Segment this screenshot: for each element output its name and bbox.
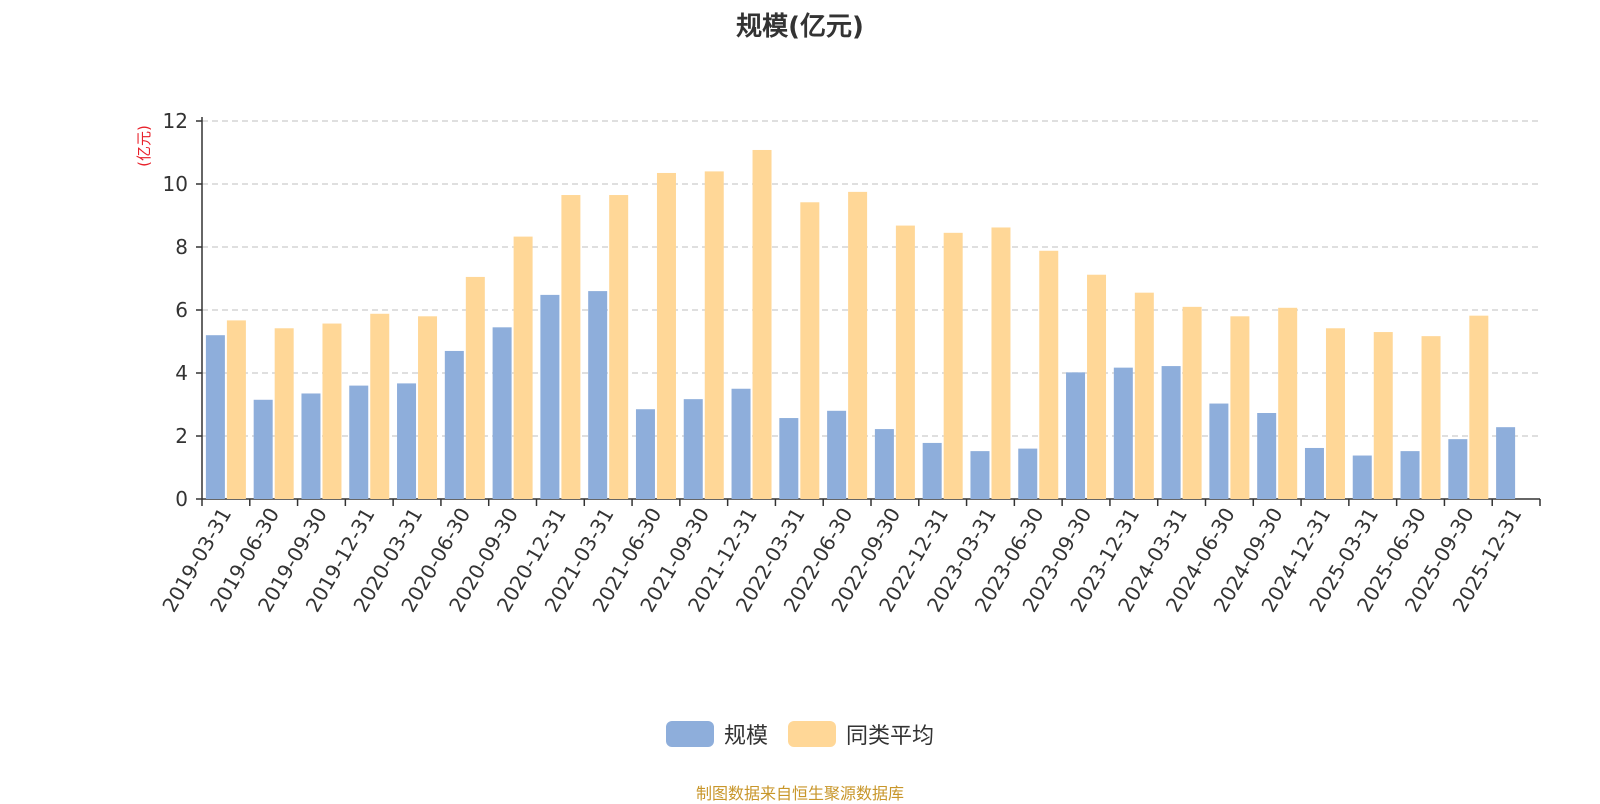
legend-item-scale[interactable]: 规模 xyxy=(665,718,768,750)
data-source-note: 制图数据来自恒生聚源数据库 xyxy=(695,784,904,803)
bar-peer-average-2020-03-31 xyxy=(418,316,438,499)
bar-peer-average-2023-12-31 xyxy=(1134,292,1154,499)
bar-scale-2021-12-31 xyxy=(731,388,751,499)
bar-peer-average-2019-09-30 xyxy=(322,323,342,499)
bar-peer-average-2022-09-30 xyxy=(895,225,915,499)
bar-scale-2023-03-31 xyxy=(970,451,990,499)
bar-peer-average-2019-06-30 xyxy=(274,328,294,499)
bar-scale-2019-06-30 xyxy=(253,399,273,499)
bar-peer-average-2020-09-30 xyxy=(513,236,533,500)
legend-swatch-peer-average xyxy=(788,721,836,747)
bar-scale-2020-12-31 xyxy=(540,294,560,499)
bar-peer-average-2022-12-31 xyxy=(943,232,963,499)
bar-peer-average-2023-09-30 xyxy=(1087,274,1107,499)
y-tick-label: 4 xyxy=(175,361,188,385)
bar-scale-2020-03-31 xyxy=(397,383,417,499)
bar-scale-2021-03-31 xyxy=(588,291,608,499)
legend-swatch-scale xyxy=(665,721,714,747)
bar-scale-2021-06-30 xyxy=(635,409,655,499)
bar-scale-2024-09-30 xyxy=(1257,413,1277,499)
bar-scale-2022-12-31 xyxy=(922,442,942,499)
bar-scale-2022-06-30 xyxy=(827,410,847,499)
bar-scale-2020-09-30 xyxy=(492,327,512,499)
bar-peer-average-2023-06-30 xyxy=(1039,250,1059,499)
bar-scale-2025-12-31 xyxy=(1496,427,1516,499)
bar-scale-2025-06-30 xyxy=(1400,451,1420,499)
bar-peer-average-2023-03-31 xyxy=(991,227,1011,499)
legend-label-scale: 规模 xyxy=(723,724,768,749)
bar-peer-average-2022-03-31 xyxy=(800,202,820,499)
bar-scale-2024-06-30 xyxy=(1209,403,1229,499)
bar-scale-2024-03-31 xyxy=(1161,366,1181,499)
bar-peer-average-2024-06-30 xyxy=(1230,316,1250,499)
bar-scale-2025-09-30 xyxy=(1448,439,1468,499)
y-tick-label: 0 xyxy=(175,487,188,511)
y-tick-label: 10 xyxy=(163,172,188,196)
y-tick-label: 8 xyxy=(175,235,188,259)
bar-peer-average-2021-12-31 xyxy=(752,149,772,500)
bar-peer-average-2024-09-30 xyxy=(1278,307,1298,499)
bar-scale-2019-09-30 xyxy=(301,393,321,499)
bar-peer-average-2025-03-31 xyxy=(1373,332,1393,499)
bar-scale-2023-12-31 xyxy=(1113,367,1133,499)
bar-peer-average-2021-09-30 xyxy=(704,171,724,499)
bar-peer-average-2024-03-31 xyxy=(1182,306,1202,499)
y-tick-label: 12 xyxy=(163,109,188,133)
y-axis-unit-label: (亿元) xyxy=(135,125,153,167)
bar-peer-average-2021-06-30 xyxy=(656,172,676,499)
legend-item-peer-average[interactable]: 同类平均 xyxy=(788,718,934,750)
bar-peer-average-2021-03-31 xyxy=(609,195,629,499)
bar-scale-2020-06-30 xyxy=(444,350,464,499)
legend: 规模 同类平均 xyxy=(0,718,1600,750)
bar-scale-2023-06-30 xyxy=(1018,448,1038,499)
bar-peer-average-2022-06-30 xyxy=(848,191,868,499)
chart-title: 规模(亿元) xyxy=(736,12,864,42)
bar-chart: 024681012(亿元)2019-03-312019-06-302019-09… xyxy=(135,109,1541,616)
bar-scale-2019-12-31 xyxy=(349,385,369,499)
bar-peer-average-2020-12-31 xyxy=(561,195,581,499)
bar-peer-average-2025-06-30 xyxy=(1421,336,1441,499)
bar-scale-2019-03-31 xyxy=(205,335,225,499)
legend-label-peer-average: 同类平均 xyxy=(846,724,935,749)
bar-peer-average-2019-12-31 xyxy=(370,313,390,499)
bar-scale-2022-03-31 xyxy=(779,418,799,499)
bar-scale-2024-12-31 xyxy=(1304,447,1324,499)
bar-scale-2021-09-30 xyxy=(683,399,703,499)
bar-peer-average-2020-06-30 xyxy=(465,276,485,499)
bar-scale-2022-09-30 xyxy=(874,429,894,499)
y-tick-label: 6 xyxy=(175,298,188,322)
bar-peer-average-2024-12-31 xyxy=(1325,328,1345,499)
bar-peer-average-2025-09-30 xyxy=(1469,315,1489,499)
y-tick-label: 2 xyxy=(175,424,188,448)
bar-scale-2025-03-31 xyxy=(1352,455,1372,499)
bar-scale-2023-09-30 xyxy=(1066,372,1086,499)
bar-peer-average-2019-03-31 xyxy=(226,320,246,499)
